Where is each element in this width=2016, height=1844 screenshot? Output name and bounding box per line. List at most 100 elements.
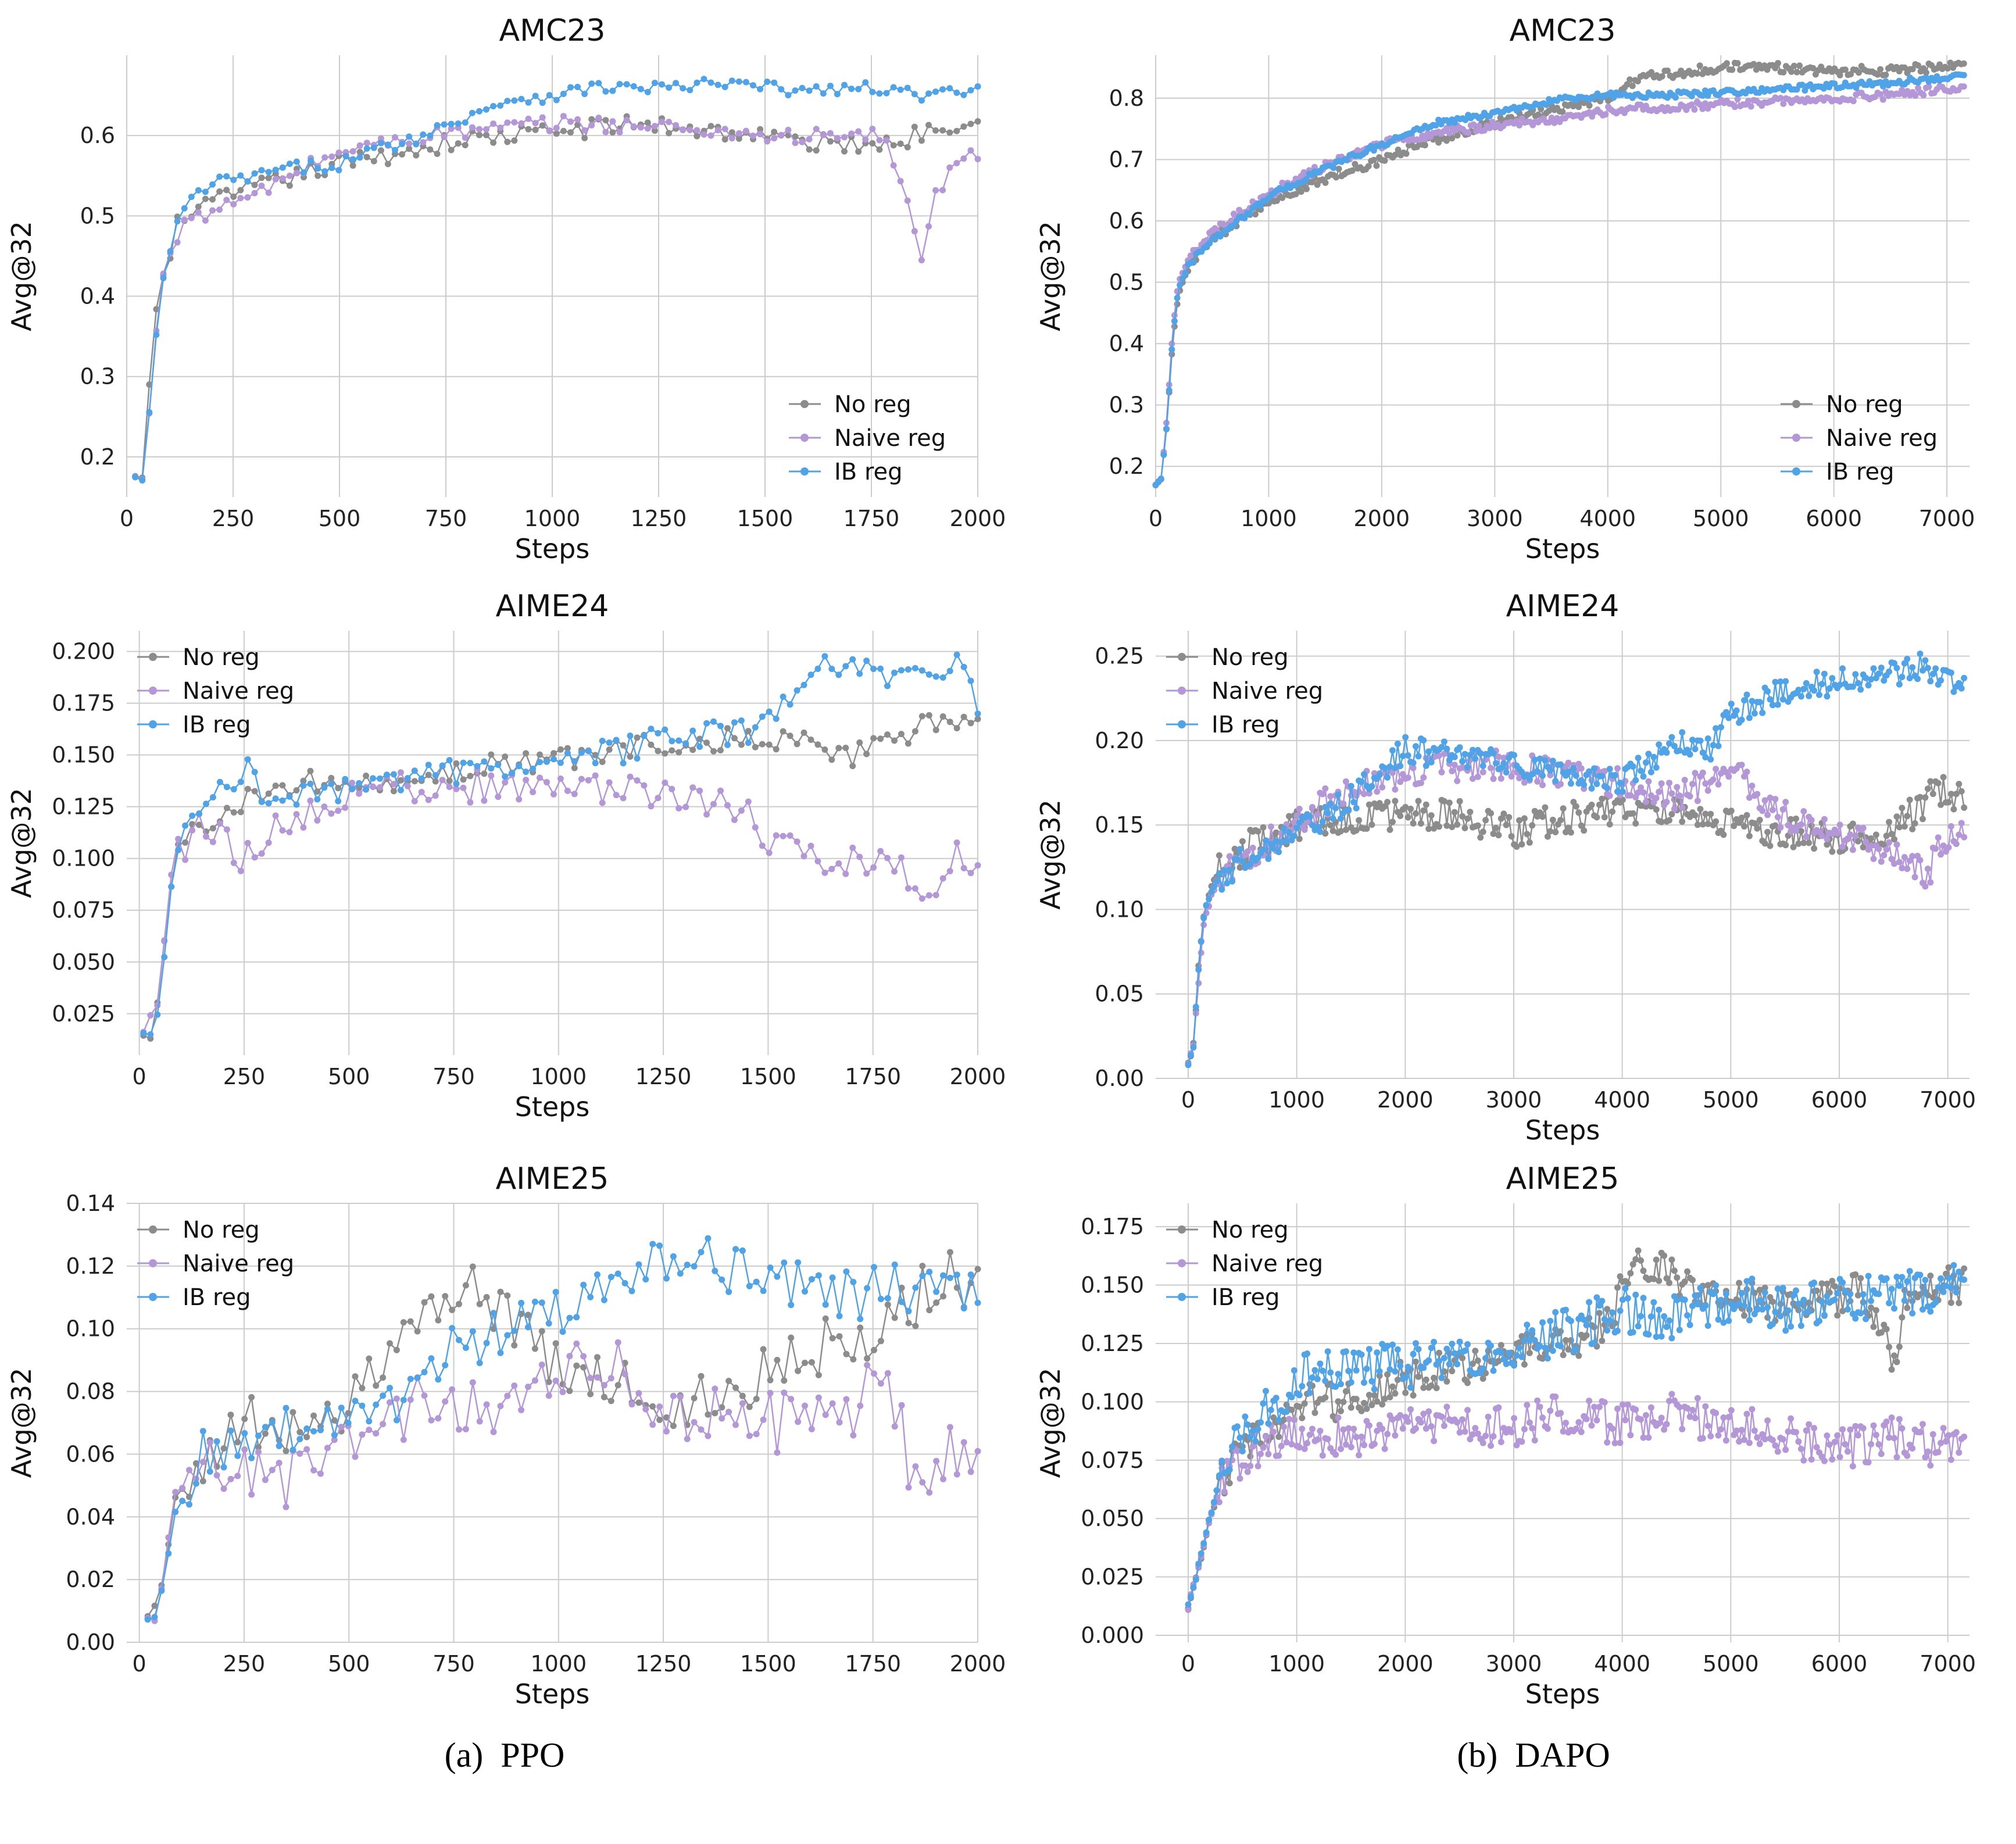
- data-point: [849, 656, 856, 663]
- data-point: [806, 146, 813, 153]
- chart-ppo-aime24: 0 250 500 750 1000 1250 1500 1750 20000.0250.050…: [6, 589, 1006, 1123]
- data-point: [566, 1388, 573, 1395]
- data-point: [1604, 785, 1611, 792]
- data-point: [675, 737, 682, 744]
- data-point: [1291, 819, 1297, 826]
- data-point: [1958, 820, 1965, 827]
- data-point: [1635, 1247, 1642, 1254]
- data-point: [1860, 1291, 1867, 1298]
- y-tick-label: 0.15: [1095, 812, 1144, 838]
- data-point: [1944, 65, 1951, 72]
- data-point: [1607, 89, 1614, 96]
- data-point: [1935, 1284, 1942, 1291]
- data-point: [1863, 1316, 1870, 1323]
- data-point: [1599, 795, 1606, 802]
- data-point: [1229, 1443, 1236, 1450]
- data-point: [446, 757, 453, 764]
- data-point: [1497, 815, 1504, 822]
- data-point: [1958, 788, 1965, 795]
- data-point: [1345, 1425, 1352, 1432]
- data-point: [1342, 1348, 1349, 1355]
- data-point: [1226, 1480, 1233, 1486]
- data-point: [1342, 826, 1349, 833]
- data-point: [363, 786, 370, 793]
- data-point: [1877, 91, 1884, 98]
- data-point: [537, 751, 543, 758]
- data-point: [1761, 1436, 1768, 1443]
- data-point: [356, 780, 363, 787]
- data-point: [1563, 1420, 1569, 1427]
- x-tick-label: 500: [328, 1651, 370, 1677]
- data-point: [1185, 1606, 1192, 1613]
- data-point: [1699, 105, 1706, 112]
- data-point: [1860, 1425, 1867, 1432]
- data-point: [940, 1475, 946, 1482]
- data-point: [1875, 1441, 1882, 1448]
- data-point: [1565, 1346, 1572, 1353]
- data-point: [1638, 784, 1645, 791]
- data-point: [490, 120, 497, 127]
- data-point: [620, 760, 627, 767]
- x-tick-label: 0: [1149, 506, 1163, 531]
- data-point: [1674, 1274, 1681, 1281]
- data-point: [1797, 821, 1804, 828]
- data-point: [1420, 1384, 1427, 1391]
- data-point: [1772, 678, 1779, 685]
- data-point: [883, 137, 890, 144]
- data-point: [1736, 819, 1743, 826]
- data-point: [1950, 806, 1957, 813]
- data-point: [553, 97, 560, 103]
- data-point: [1338, 1445, 1344, 1452]
- x-tick-label: 2000: [1354, 506, 1410, 531]
- data-point: [1764, 1304, 1771, 1311]
- data-point: [884, 1295, 891, 1302]
- data-point: [1591, 1324, 1597, 1331]
- data-point: [279, 175, 286, 182]
- data-point: [1263, 1433, 1269, 1440]
- data-point: [641, 782, 648, 789]
- data-point: [216, 820, 223, 827]
- y-tick-label: 0.4: [1109, 331, 1144, 356]
- data-point: [1407, 805, 1414, 812]
- x-tick-label: 2000: [950, 1651, 1006, 1677]
- data-point: [1557, 761, 1564, 768]
- data-point: [1384, 1371, 1391, 1378]
- data-point: [1857, 1275, 1864, 1282]
- data-point: [1206, 896, 1213, 902]
- data-point: [1650, 1299, 1657, 1306]
- data-point: [1754, 825, 1761, 832]
- data-point: [651, 123, 658, 130]
- data-point: [244, 194, 251, 201]
- data-point: [807, 737, 814, 743]
- data-point: [1950, 688, 1957, 695]
- data-point: [504, 1392, 511, 1399]
- series-line: [1155, 73, 1964, 486]
- data-point: [1960, 60, 1967, 67]
- data-point: [939, 674, 946, 681]
- data-point: [1358, 1407, 1365, 1414]
- data-point: [1433, 1385, 1440, 1392]
- data-point: [675, 749, 682, 756]
- data-point: [1956, 680, 1963, 687]
- data-point: [856, 739, 863, 746]
- data-point: [1632, 1256, 1639, 1263]
- data-point: [800, 681, 807, 688]
- data-point: [642, 1276, 649, 1283]
- data-point: [1309, 1425, 1316, 1432]
- data-point: [237, 172, 244, 179]
- data-point: [802, 1359, 808, 1366]
- data-point: [1777, 824, 1784, 831]
- data-point: [897, 140, 904, 147]
- data-point: [1392, 786, 1399, 793]
- data-point: [1244, 848, 1251, 855]
- data-point: [960, 1305, 967, 1311]
- data-point: [383, 771, 390, 778]
- data-point: [1552, 778, 1559, 784]
- data-point: [1754, 1434, 1761, 1441]
- data-point: [752, 744, 759, 751]
- data-point: [1935, 780, 1942, 787]
- data-point: [1932, 845, 1939, 852]
- data-point: [806, 136, 813, 142]
- data-point: [1953, 791, 1960, 798]
- data-point: [196, 810, 202, 817]
